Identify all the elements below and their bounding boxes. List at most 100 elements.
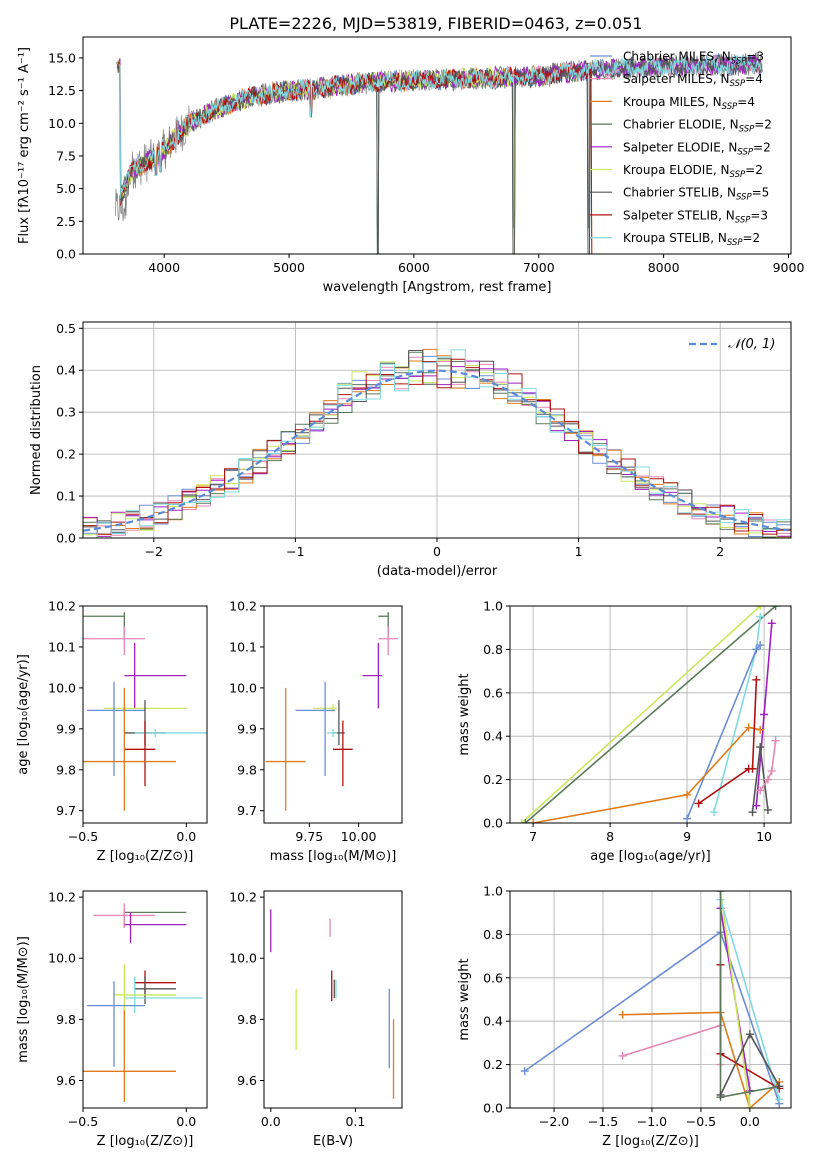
weight_vs_age-marker-7-2 [763,805,772,814]
mass_vs_ebv-xlabel: E(B-V) [313,1134,353,1149]
spectrum-ytick-label-0: 0.0 [56,247,76,262]
weight_vs_Z-ytick-label-0: 0.0 [483,1101,503,1116]
weight_vs_age-xtick-label-1: 8 [606,829,614,844]
age_vs_Z-ytick-label-1: 9.8 [56,762,76,777]
mass_vs_Z-ylabel: mass [log₁₀(M/M⊙)] [16,936,31,1063]
weight_vs_age-ytick-label-2: 0.4 [483,729,503,744]
residual-histograms [83,348,791,538]
figure-title: PLATE=2226, MJD=53819, FIBERID=0463, z=0… [229,14,642,33]
mass_vs_ebv-frame [263,890,403,1109]
age_vs_Z-ytick-label-5: 10.2 [48,599,76,614]
mass_vs_Z-ytick-label-0: 9.6 [56,1073,76,1088]
weight_vs_age-marker-5-0 [529,819,538,823]
mass_vs_Z-ytick-label-2: 10.0 [48,951,76,966]
weight_vs_age-marker-7-1 [756,743,765,752]
weight_vs_Z-marker-6-1 [775,1095,784,1104]
weight_vs_age-marker-8-2 [767,766,776,775]
weight_vs_age-ytick-label-1: 0.2 [483,772,503,787]
mass_vs_Z-ytick-label-1: 9.8 [56,1012,76,1027]
age_vs_mass-ytick-label-2: 9.9 [237,721,257,736]
weight_vs_age-marker-3-1 [752,645,761,654]
mass_vs_ebv-errorbars [270,909,395,1099]
spectrum-frame [82,36,792,255]
age_vs_Z-ytick-label-2: 9.9 [56,721,76,736]
age_vs_mass-errorbars [265,612,399,811]
spectrum-xtick-label-1: 5000 [273,260,305,275]
weight_vs_age-xtick-label-2: 9 [683,829,691,844]
weight_vs_Z-xtick-label-0: −2.0 [539,1114,569,1129]
weight_vs_age-marker-4-2 [767,619,776,628]
weight_vs_age-marker-5-2 [744,723,753,732]
weight_vs_Z-marker-5-1 [745,1104,754,1108]
model-spectrum-line-chabrier-stelib [116,53,762,254]
weight_vs_age-ylabel: mass weight [457,673,472,755]
spectrum-xtick-label-3: 7000 [523,260,555,275]
legend-label-7: Salpeter STELIB, NSSP=3 [623,208,768,225]
age_vs_mass-ytick-label-5: 10.2 [229,599,257,614]
spectrum-xtick-label-2: 6000 [398,260,430,275]
weight_vs_Z-ylabel: mass weight [457,958,472,1040]
age_vs_Z-frame [82,605,208,824]
age_vs_mass-frame [263,605,403,824]
legend-label-8: Kroupa STELIB, NSSP=2 [623,231,760,248]
weight_vs_Z-ytick-label-5: 1.0 [483,884,503,899]
residual-histogram-kroupa-stelib [83,349,791,538]
residuals-frame [82,321,792,539]
weight_vs_age-marker-3-0 [683,814,692,823]
residuals-ytick-label-2: 0.2 [56,447,76,462]
residuals-ytick-label-5: 0.5 [56,321,76,336]
weight_vs_age-marker-8-0 [756,786,765,795]
mass_vs_ebv-ytick-label-3: 10.2 [229,890,257,905]
age_vs_Z-ytick-label-3: 10.0 [48,680,76,695]
weight_vs_age-xtick-label-0: 7 [529,829,537,844]
age_vs_Z-ytick-label-4: 10.1 [48,639,76,654]
legend-label-4: Salpeter ELODIE, NSSP=2 [623,140,771,157]
weight_vs_Z-ytick-label-3: 0.6 [483,970,503,985]
spectrum-ytick-label-1: 2.5 [56,214,76,229]
age_vs_Z-ytick-label-0: 9.7 [56,803,76,818]
spectrum-xtick-label-4: 8000 [648,260,680,275]
weight_vs_age-marker-0-0 [517,819,526,823]
mass_vs_ebv-ytick-label-1: 9.8 [237,1012,257,1027]
weight_vs_age-marker-1-0 [521,819,530,823]
residuals-xlabel: (data-model)/error [377,564,498,579]
residuals-ytick-label-4: 0.4 [56,363,76,378]
weight_vs_age-marker-6-0 [694,799,703,808]
residuals-xtick-label-4: 2 [716,544,724,559]
weight_vs_Z-frame [509,890,792,1109]
mass_vs_Z-xtick-label-1: 0.0 [176,1114,196,1129]
residuals-xtick-label-1: −1 [286,544,304,559]
residuals-ytick-label-3: 0.3 [56,405,76,420]
mass_vs_ebv-ytick-label-2: 10.0 [229,951,257,966]
weight_vs_age-series-line-0 [520,606,761,823]
age_vs_mass-xlabel: mass [log₁₀(M/M⊙)] [270,849,397,864]
weight_vs_Z-xtick-label-2: −1.0 [637,1114,667,1129]
weight_vs_age-marker-2-0 [710,808,719,817]
weight_vs_Z-xtick-label-4: 0.0 [740,1114,760,1129]
mass_vs_ebv-xtick-label-1: 0.1 [345,1114,365,1129]
weight_vs_age-series [517,606,780,823]
weight_vs_Z-marker-8-2 [775,1082,784,1091]
residuals-ylabel: Normed distribution [29,365,44,495]
normal-reference-curve [83,369,789,532]
age_vs_Z-xtick-label-0: −0.5 [68,829,98,844]
weight_vs_Z-series-line-6 [719,899,781,1100]
spectrum-xlabel: wavelength [Angstrom, rest frame] [323,280,552,295]
mass_vs_Z-ytick-label-3: 10.2 [48,890,76,905]
weight_vs_age-marker-6-3 [752,675,761,684]
model-spectrum-line-kroupa-stelib [118,54,761,199]
weight_vs_age-frame [509,605,792,824]
weight_vs_Z-marker-8-1 [745,1030,754,1039]
weight_vs_age-ytick-label-4: 0.8 [483,642,503,657]
weight_vs_Z-xlabel: Z [log₁₀(Z/Z⊙)] [602,1134,699,1149]
weight_vs_Z-marker-8-0 [716,1090,725,1099]
age_vs_mass-xtick-label-1: 10.00 [341,829,377,844]
age_vs_mass-ytick-label-1: 9.8 [237,762,257,777]
weight_vs_Z-xtick-label-3: −0.5 [686,1114,716,1129]
age_vs_Z-xlabel: Z [log₁₀(Z/Z⊙)] [97,849,194,864]
mass_vs_Z-xlabel: Z [log₁₀(Z/Z⊙)] [97,1134,194,1149]
weight_vs_age-marker-0-1 [756,606,765,610]
legend-label-1: Salpeter MILES, NSSP=4 [623,72,763,89]
